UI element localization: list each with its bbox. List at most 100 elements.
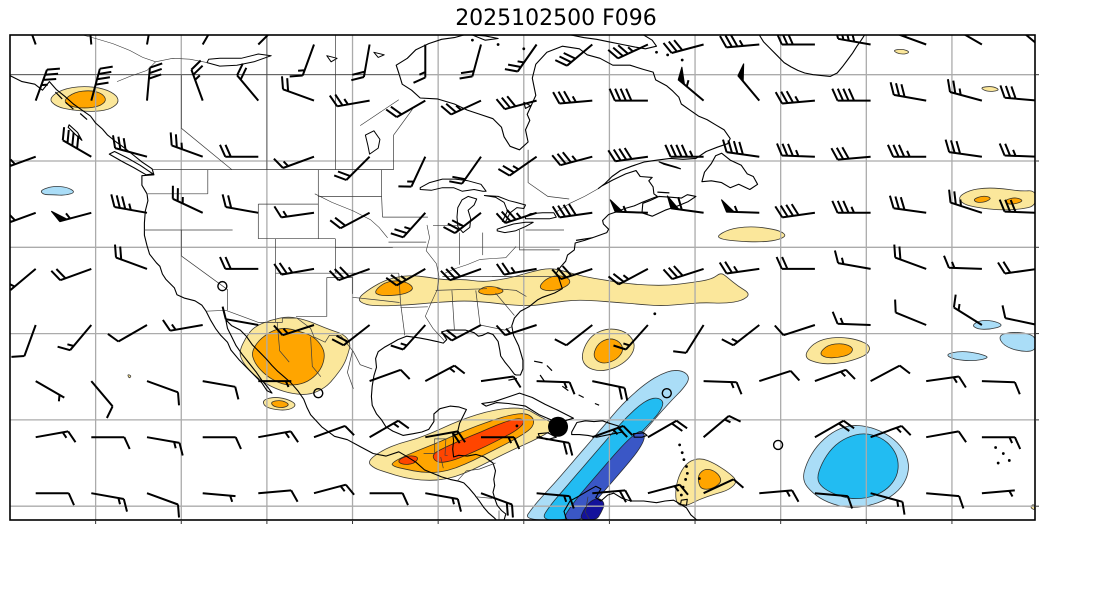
wind-barb <box>221 306 259 326</box>
wind-barb <box>703 380 743 395</box>
wind-barb <box>146 35 150 45</box>
wind-barb <box>814 419 855 439</box>
river <box>424 224 445 341</box>
wind-barb <box>281 76 315 102</box>
region-trop-atl-neg-core <box>817 433 899 500</box>
wind-barb <box>10 155 37 168</box>
region-atl-42n <box>718 226 786 243</box>
wind-barb <box>201 35 210 45</box>
wind-barb <box>870 492 906 515</box>
river <box>82 35 208 63</box>
coastline <box>570 35 658 50</box>
wind-barb <box>893 244 927 270</box>
wind-barb <box>814 368 856 383</box>
calm-wind-markers <box>217 280 784 451</box>
region-baja-south-core <box>271 400 289 408</box>
admin-border <box>206 309 373 370</box>
coastline <box>10 75 497 520</box>
wind-barb <box>89 35 93 45</box>
admin-border <box>527 149 570 200</box>
wind-barb <box>726 205 760 214</box>
lake-outline <box>364 130 381 155</box>
wind-barb <box>107 324 148 343</box>
island-dot <box>1001 452 1005 455</box>
island-dot <box>679 493 683 497</box>
island-outline <box>108 150 154 176</box>
island-dot <box>655 50 658 54</box>
wind-barb <box>758 369 801 383</box>
river <box>314 193 388 238</box>
island-dot <box>678 443 682 447</box>
region-edge-blue-1 <box>973 320 1002 330</box>
region-band-core-appalachia <box>478 286 504 296</box>
wind-barb <box>313 483 355 496</box>
lake-outline <box>483 195 526 222</box>
wind-barb <box>90 380 114 419</box>
wind-barb <box>146 436 184 456</box>
wind-barb <box>369 492 409 506</box>
wind-barb <box>91 436 131 450</box>
wind-barb <box>202 436 242 450</box>
island-dot <box>515 424 519 428</box>
river <box>116 61 156 82</box>
wind-barb <box>670 196 704 214</box>
wind-barb <box>398 156 427 188</box>
region-edge-blue-3 <box>947 351 988 362</box>
wind-barb <box>495 209 537 224</box>
admin-border <box>310 336 322 377</box>
wind-barb <box>440 324 482 342</box>
island-outline <box>658 161 682 170</box>
wind-barb <box>614 205 648 214</box>
wind-barb <box>440 266 482 282</box>
wind-barb <box>759 489 800 503</box>
wind-barb <box>114 244 148 270</box>
wind-barb <box>90 65 113 101</box>
island-dot <box>682 458 686 461</box>
wind-barb <box>721 324 760 347</box>
wind-barb <box>536 436 574 456</box>
wind-barb <box>673 324 705 354</box>
wind-barb <box>664 144 704 158</box>
map-frame <box>9 34 1039 524</box>
wind-barb <box>551 265 593 281</box>
region-ne-atl-45n <box>959 187 1035 211</box>
island-dot <box>685 471 689 475</box>
wind-barb <box>702 415 742 438</box>
wind-barb <box>719 35 760 49</box>
admin-border <box>480 324 512 331</box>
small-island-line <box>79 113 88 121</box>
wind-barb <box>774 90 815 105</box>
wind-barb <box>831 88 871 102</box>
region-pac-fleck <box>127 374 132 379</box>
wind-barb <box>998 199 1035 214</box>
wind-barb <box>480 375 522 389</box>
wind-barb <box>607 268 649 286</box>
wind-barb <box>592 380 629 401</box>
small-island-line <box>533 360 543 364</box>
wind-barb <box>718 261 760 275</box>
admin-border <box>393 108 413 170</box>
wind-barb-pennant <box>609 199 625 213</box>
coastline <box>563 485 698 520</box>
wind-barb <box>946 79 983 102</box>
wind-barb <box>926 492 965 509</box>
island-dot <box>996 461 1000 465</box>
wind-barbs <box>10 35 1035 518</box>
island-outline <box>679 498 688 506</box>
wind-barb <box>50 267 92 282</box>
wind-barb <box>497 155 538 177</box>
wind-barb <box>424 364 466 382</box>
wind-barb <box>551 203 593 219</box>
admin-border <box>276 322 290 363</box>
wind-barb <box>536 492 575 509</box>
wind-barb <box>894 299 927 326</box>
lake-outline <box>419 178 487 192</box>
wind-barb <box>443 212 482 234</box>
wind-barb <box>870 364 911 382</box>
wind-barb <box>61 127 92 158</box>
wind-barb <box>425 430 466 444</box>
wind-barb <box>1024 35 1035 44</box>
wind-barb <box>390 212 427 239</box>
